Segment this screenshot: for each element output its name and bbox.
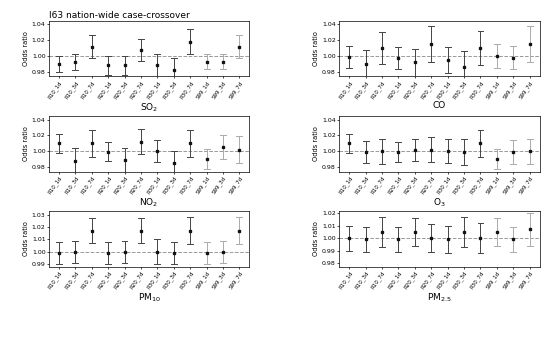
Y-axis label: Odds ratio: Odds ratio [23, 126, 29, 161]
X-axis label: PM$_{2.5}$: PM$_{2.5}$ [427, 292, 452, 304]
X-axis label: NO$_2$: NO$_2$ [140, 197, 159, 209]
Y-axis label: Odds ratio: Odds ratio [23, 31, 29, 66]
Y-axis label: Odds ratio: Odds ratio [313, 126, 319, 161]
Text: I63 nation-wide case-crossover: I63 nation-wide case-crossover [49, 11, 190, 20]
X-axis label: CO: CO [433, 101, 446, 110]
Y-axis label: Odds ratio: Odds ratio [313, 31, 319, 66]
Y-axis label: Odds ratio: Odds ratio [23, 221, 29, 256]
X-axis label: SO$_2$: SO$_2$ [140, 101, 158, 114]
X-axis label: O$_3$: O$_3$ [433, 197, 446, 209]
X-axis label: PM$_{10}$: PM$_{10}$ [138, 292, 161, 304]
Y-axis label: Odds ratio: Odds ratio [313, 221, 319, 256]
